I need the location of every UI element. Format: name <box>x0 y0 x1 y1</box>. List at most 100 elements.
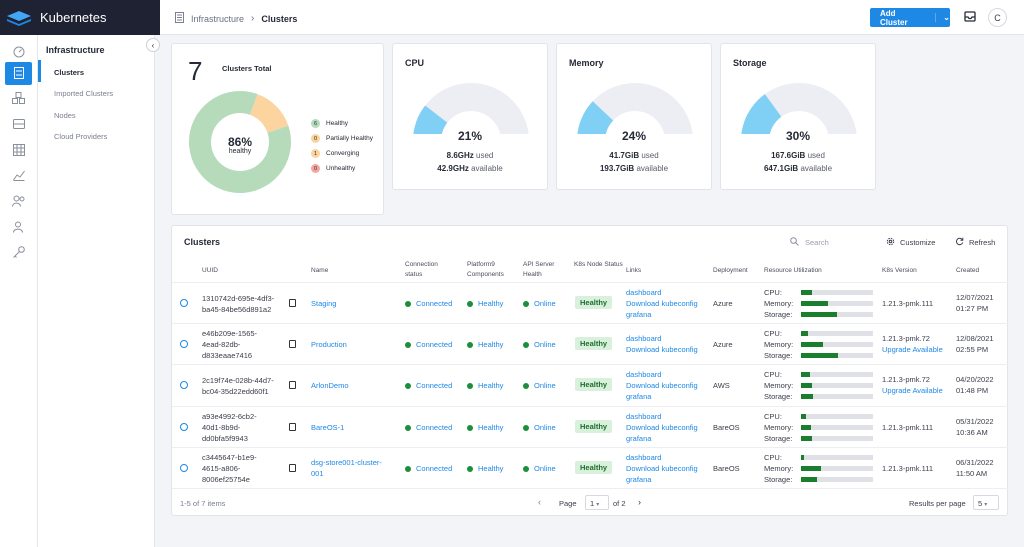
prev-page-button[interactable]: ‹ <box>538 497 541 507</box>
row-select-radio[interactable] <box>180 422 188 431</box>
util-bar-fill <box>801 424 812 430</box>
copy-uuid-icon[interactable] <box>289 299 296 307</box>
cluster-link[interactable]: Download kubeconfig <box>626 345 698 355</box>
next-page-button[interactable]: › <box>638 497 641 507</box>
table-row[interactable]: 1310742d-695e-4df3- ba45-84be56d891a2 Stag… <box>172 282 1008 323</box>
util-label: Memory: <box>764 340 794 350</box>
cluster-link[interactable]: Download kubeconfig <box>626 422 698 432</box>
gauge-chart <box>741 83 857 134</box>
name-line: BareOS-1 <box>311 422 345 432</box>
column-header-links[interactable]: Links <box>626 267 642 274</box>
infrastructure-nav[interactable] <box>5 62 32 85</box>
search-field[interactable]: Search <box>790 237 829 248</box>
row-select-radio[interactable] <box>180 463 188 472</box>
server-icon <box>13 66 24 81</box>
column-header-created[interactable]: Created <box>956 267 980 274</box>
table-row[interactable]: c3445647-b1e9- 4615-a806- 8006ef25754e dsg-… <box>172 446 1008 488</box>
row-select-radio[interactable] <box>180 340 188 349</box>
cluster-name-link[interactable]: ArlonDemo <box>311 380 395 391</box>
cluster-link[interactable]: grafana <box>626 433 652 443</box>
gauge-used-line: 8.6GHz used <box>393 151 547 160</box>
monitoring-nav[interactable] <box>5 165 32 188</box>
per-page-select[interactable]: 5 ▾ <box>973 495 999 510</box>
refresh-button[interactable]: Refresh <box>955 237 995 248</box>
resource-utilization: CPU: Memory: Storage: <box>764 411 884 445</box>
column-header-deployment[interactable]: Deployment <box>713 267 748 274</box>
cluster-link[interactable]: dashboard <box>626 370 662 380</box>
api-access-nav[interactable] <box>5 241 32 264</box>
cluster-link[interactable]: grafana <box>626 392 652 402</box>
column-header-api-server-health[interactable]: API Server Health <box>523 261 555 278</box>
cluster-name-link[interactable]: dsg-store001-cluster- 001 <box>311 457 395 479</box>
apps-nav[interactable] <box>5 87 32 110</box>
table-row[interactable]: a93e4992-6cb2- 40d1-8b9d-dd0bfa5f9943 Bare… <box>172 405 1008 447</box>
components-status-text: Healthy <box>478 299 504 308</box>
tenants-nav[interactable] <box>5 190 32 213</box>
column-header-k8s-version[interactable]: K8s Version <box>882 267 917 274</box>
legend-item: 6 Healthy <box>311 116 373 131</box>
column-header-uuid[interactable]: UUID <box>202 267 218 274</box>
breadcrumb-parent[interactable]: Infrastructure <box>191 13 245 24</box>
cluster-link[interactable]: Download kubeconfig <box>626 381 698 391</box>
row-select-radio[interactable] <box>180 381 188 390</box>
cluster-link[interactable]: grafana <box>626 310 652 319</box>
column-header-resource-utilization[interactable]: Resource Utilization <box>764 267 822 274</box>
column-header-connection-status[interactable]: Connection status <box>405 261 438 278</box>
column-header-platform9-components[interactable]: Platform9 Components <box>467 261 504 278</box>
cluster-link[interactable]: dashboard <box>626 411 662 421</box>
table-row[interactable]: 2c19f74e-028b-44d7- bc04-35d22edd60f1 Arlo… <box>172 364 1008 405</box>
user-management-nav[interactable] <box>5 216 32 239</box>
cluster-link[interactable]: Download kubeconfig <box>626 463 698 473</box>
upgrade-available-link[interactable]: Upgrade Available <box>882 386 943 396</box>
subnav-item-cloud-providers[interactable]: Cloud Providers <box>54 132 108 141</box>
cluster-link[interactable]: grafana <box>626 474 652 484</box>
uuid-line: ba45-84be56d891a2 <box>202 305 272 314</box>
gauge-percent: 30% <box>785 129 811 143</box>
notifications-button[interactable] <box>960 8 979 27</box>
page-select[interactable]: 1 ▾ <box>585 495 609 510</box>
k8s-version: 1.21.3-pmk.72 Upgrade Available <box>882 374 943 396</box>
util-bar-fill <box>801 413 807 419</box>
subnav-item-nodes[interactable]: Nodes <box>54 111 76 120</box>
gauge-used-value: 8.6GHz <box>446 151 474 160</box>
gauge-used-value: 41.7GiB <box>609 151 640 160</box>
util-label: CPU: <box>764 288 782 297</box>
chevron-left-icon: ‹ <box>538 497 541 507</box>
column-header-k8s-node-status[interactable]: K8s Node Status <box>574 261 623 268</box>
util-label: CPU: <box>764 370 782 380</box>
cluster-name-link[interactable]: BareOS-1 <box>311 422 395 433</box>
column-header-name[interactable]: Name <box>311 267 329 274</box>
add-cluster-button[interactable]: Add Cluster ⌄ <box>870 8 950 27</box>
collapse-sidebar-button[interactable]: ‹ <box>146 38 160 52</box>
brand[interactable]: Kubernetes <box>0 0 160 35</box>
uuid-line: 1310742d-695e-4df3- <box>202 294 275 303</box>
cubes-icon <box>12 91 25 106</box>
table-row[interactable]: e46b209e-1565- 4ead-82db-d833eaae7416 Prod… <box>172 323 1008 364</box>
status-dot-icon <box>405 465 411 472</box>
cluster-link[interactable]: dashboard <box>626 334 662 344</box>
subnav-item-clusters[interactable]: Clusters <box>54 68 85 77</box>
copy-uuid-icon[interactable] <box>289 340 296 349</box>
cluster-link[interactable]: Download kubeconfig <box>626 299 698 308</box>
storage-nav[interactable] <box>5 113 32 136</box>
gauge-fill <box>413 105 448 134</box>
cluster-link[interactable]: dashboard <box>626 452 662 462</box>
status-dot-icon <box>523 342 529 349</box>
user-avatar[interactable]: C <box>988 8 1007 27</box>
grid-nav[interactable] <box>5 139 32 162</box>
uuid-line: 2c19f74e-028b-44d7- <box>202 376 274 386</box>
chevron-right-icon: › <box>251 13 255 24</box>
subnav-item-imported-clusters[interactable]: Imported Clusters <box>54 89 114 98</box>
cluster-link[interactable]: dashboard <box>626 288 662 297</box>
dashboard-nav[interactable] <box>5 41 32 64</box>
customize-button[interactable]: Customize <box>886 237 935 248</box>
copy-uuid-icon[interactable] <box>289 463 296 472</box>
cluster-name-link[interactable]: Staging <box>311 298 395 309</box>
row-select-radio[interactable] <box>180 299 188 307</box>
copy-uuid-icon[interactable] <box>289 381 296 390</box>
copy-uuid-icon[interactable] <box>289 422 296 431</box>
uuid-line: d833eaae7416 <box>202 351 253 361</box>
cluster-name-link[interactable]: Production <box>311 339 395 350</box>
upgrade-available-link[interactable]: Upgrade Available <box>882 345 943 355</box>
name-line: Staging <box>311 299 337 308</box>
